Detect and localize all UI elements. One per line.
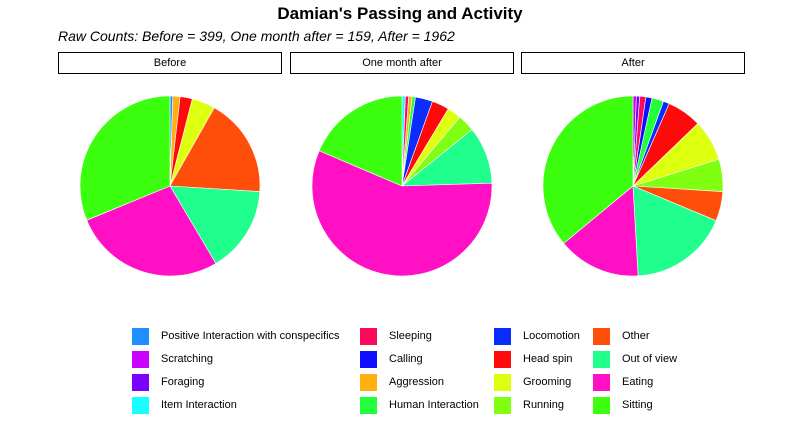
slice-one-month-after-eating: [311, 150, 493, 277]
legend-label: Other: [622, 330, 650, 342]
legend-swatch: [593, 373, 610, 391]
legend-item-other: Other: [593, 326, 650, 346]
legend-item-grooming: Grooming: [494, 372, 571, 392]
legend-item-running: Running: [494, 395, 564, 415]
legend-label: Scratching: [161, 353, 213, 365]
pie-before: [79, 95, 261, 277]
legend-swatch: [593, 396, 610, 414]
legend-item-out-of-view: Out of view: [593, 349, 677, 369]
legend-swatch: [132, 396, 149, 414]
legend-item-foraging: Foraging: [132, 372, 204, 392]
slice-after-out-of-view: [632, 185, 717, 277]
pie-one-month-after: [311, 95, 493, 277]
slice-before-out-of-view: [169, 185, 261, 264]
legend-item-positive-interaction-with-conspecifics: Positive Interaction with conspecifics: [132, 326, 340, 346]
pie-after: [542, 95, 724, 277]
legend-swatch: [360, 350, 377, 368]
legend-swatch: [494, 327, 511, 345]
legend-swatch: [494, 350, 511, 368]
legend-item-eating: Eating: [593, 372, 653, 392]
slice-before-sitting: [79, 95, 171, 221]
slice-one-month-after-sitting: [318, 95, 403, 187]
legend-swatch: [360, 396, 377, 414]
legend-item-aggression: Aggression: [360, 372, 444, 392]
legend-label: Aggression: [389, 376, 445, 388]
legend-label: Running: [523, 399, 564, 411]
legend-swatch: [494, 373, 511, 391]
legend-label: Head spin: [523, 353, 573, 365]
legend-swatch: [360, 327, 377, 345]
legend-item-sleeping: Sleeping: [360, 326, 432, 346]
slice-before-other: [169, 107, 261, 192]
slice-after-eating: [563, 185, 639, 277]
legend-item-sitting: Sitting: [593, 395, 653, 415]
facet-strip-after: After: [521, 52, 745, 74]
legend-item-calling: Calling: [360, 349, 423, 369]
legend-item-scratching: Scratching: [132, 349, 213, 369]
legend-label: Sleeping: [389, 330, 432, 342]
legend-swatch: [132, 373, 149, 391]
facet-strip-before: Before: [58, 52, 282, 74]
legend-swatch: [360, 373, 377, 391]
legend-label: Foraging: [161, 376, 205, 388]
legend-swatch: [494, 396, 511, 414]
legend-swatch: [593, 327, 610, 345]
legend-item-item-interaction: Item Interaction: [132, 395, 237, 415]
legend-item-locomotion: Locomotion: [494, 326, 580, 346]
legend-label: Sitting: [622, 399, 653, 411]
slice-after-sitting: [542, 95, 634, 244]
chart-subtitle: Raw Counts: Before = 399, One month afte…: [58, 28, 455, 44]
legend-swatch: [132, 327, 149, 345]
legend-swatch: [593, 350, 610, 368]
legend-label: Item Interaction: [161, 399, 237, 411]
slice-before-eating: [86, 185, 217, 277]
legend-label: Grooming: [523, 376, 572, 388]
facet-strip-one-month-after: One month after: [290, 52, 514, 74]
legend-label: Calling: [389, 353, 423, 365]
chart-title: Damian's Passing and Activity: [277, 4, 523, 23]
legend: Positive Interaction with conspecifics Sc…: [132, 324, 692, 420]
legend-swatch: [132, 350, 149, 368]
legend-label: Out of view: [622, 353, 678, 365]
legend-label: Eating: [622, 376, 654, 388]
legend-item-head-spin: Head spin: [494, 349, 573, 369]
legend-label: Human Interaction: [389, 399, 479, 411]
legend-item-human-interaction: Human Interaction: [360, 395, 479, 415]
legend-label: Locomotion: [523, 330, 580, 342]
legend-label: Positive Interaction with conspecifics: [161, 330, 340, 342]
